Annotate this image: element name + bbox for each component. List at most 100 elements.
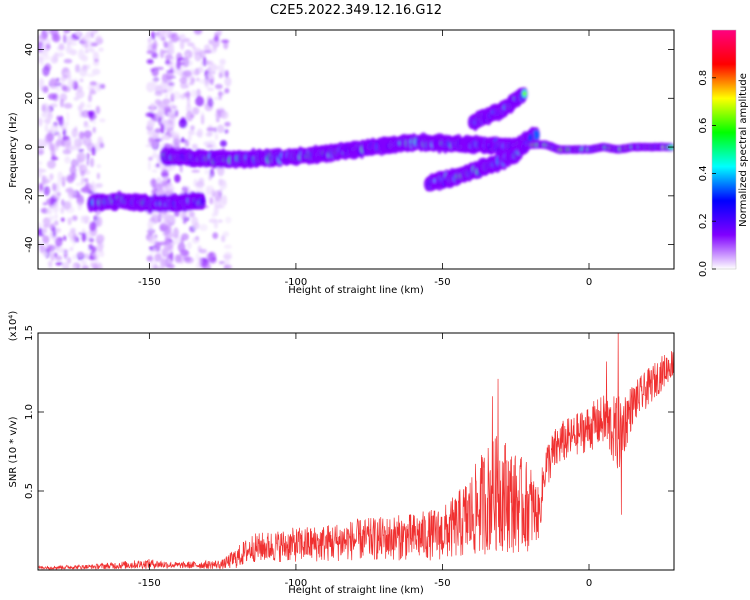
noise-blob <box>166 71 175 80</box>
spectrogram-y-axis: -40 -20 0 20 40 <box>24 43 674 253</box>
noise-blob <box>56 256 62 261</box>
noise-blob <box>96 243 104 253</box>
noise-blob <box>56 77 60 82</box>
noise-blob <box>66 174 75 184</box>
noise-blob <box>147 228 156 235</box>
snr-series-line <box>38 333 674 570</box>
noise-blob <box>39 244 46 254</box>
noise-blob <box>60 98 64 108</box>
noise-blob <box>173 211 180 217</box>
noise-blob <box>174 254 182 264</box>
snr-x-axis: -150 -100 -50 0 <box>138 333 592 589</box>
noise-blob <box>66 257 72 264</box>
noise-blob <box>214 194 223 202</box>
noise-blob <box>188 129 195 136</box>
noise-blob <box>48 142 54 151</box>
noise-blob <box>148 156 153 161</box>
noise-blob <box>212 145 218 150</box>
noise-blob <box>170 56 175 61</box>
snr-y-axis: 0.5 1.0 1.5 <box>24 325 674 499</box>
noise-blob <box>51 33 61 42</box>
noise-blob <box>43 185 51 196</box>
noise-blob <box>75 30 81 37</box>
noise-blob <box>38 167 43 178</box>
noise-blob <box>200 111 205 123</box>
noise-blob <box>147 160 152 171</box>
snr-x-tick-label: -100 <box>285 578 308 589</box>
noise-blob <box>47 245 56 252</box>
noise-blob <box>80 37 87 48</box>
noise-blob <box>149 102 156 114</box>
noise-blob <box>225 216 232 224</box>
noise-blob <box>50 157 59 161</box>
noise-blob <box>86 64 91 70</box>
noise-blob <box>51 54 58 64</box>
noise-blob <box>80 215 86 224</box>
noise-blob <box>214 132 219 141</box>
noise-blob <box>38 78 45 89</box>
noise-blob <box>55 261 63 266</box>
noise-blob <box>92 261 98 269</box>
noise-blob <box>75 64 81 73</box>
noise-blob <box>156 163 160 168</box>
spectrogram-y-tick-label: 0 <box>24 144 35 150</box>
spectrogram-x-tick-label: -50 <box>434 277 450 288</box>
noise-blob <box>167 185 175 192</box>
noise-blob <box>150 68 155 72</box>
noise-blob <box>180 237 185 244</box>
noise-blob <box>166 30 170 36</box>
noise-blob <box>152 247 157 252</box>
noise-blob <box>98 47 104 52</box>
noise-blob <box>165 98 169 109</box>
noise-blob <box>195 95 205 107</box>
noise-blob <box>83 178 89 182</box>
noise-blob <box>60 206 65 214</box>
noise-blob <box>95 35 103 45</box>
noise-blob <box>204 69 209 77</box>
noise-blob <box>63 235 67 241</box>
noise-blob <box>55 221 59 226</box>
noise-blob <box>68 41 78 46</box>
noise-blob <box>207 87 215 92</box>
noise-blob <box>82 136 92 147</box>
noise-blob <box>70 159 79 167</box>
noise-blob <box>83 130 92 138</box>
colorbar-tick-label: 0.8 <box>698 70 709 86</box>
noise-blob <box>100 250 105 258</box>
noise-blob <box>42 251 47 257</box>
noise-blob <box>217 219 223 223</box>
noise-blob <box>62 262 70 269</box>
noise-blob <box>78 232 87 236</box>
noise-blob <box>207 97 214 108</box>
noise-blob <box>72 238 76 247</box>
noise-blob <box>160 123 165 134</box>
snr-panel: -150 -100 -50 0 0.5 1.0 1.5 (x10⁴) Height of … <box>8 311 675 596</box>
noise-blob <box>218 261 225 265</box>
noise-blob <box>42 38 51 46</box>
noise-blob <box>219 58 226 66</box>
noise-blob <box>53 130 60 136</box>
noise-blob <box>183 70 192 78</box>
snr-y-tick-label: 0.5 <box>24 483 35 499</box>
noise-blob <box>166 233 176 238</box>
noise-blob <box>192 236 200 244</box>
noise-blob <box>220 110 229 120</box>
noise-blob <box>95 105 101 115</box>
noise-blob <box>183 37 192 44</box>
noise-blob <box>88 244 94 250</box>
noise-blob <box>47 112 54 120</box>
noise-blob <box>67 79 76 89</box>
noise-blob <box>86 152 90 160</box>
noise-blob <box>186 241 192 250</box>
noise-blob <box>147 120 156 128</box>
noise-blob <box>77 104 83 112</box>
noise-blob <box>56 52 65 58</box>
figure-title: C2E5.2022.349.12.16.G12 <box>270 3 442 18</box>
spectrogram-x-tick-label: 0 <box>586 277 592 288</box>
colorbar-label: Normalized spectral amplitude <box>738 73 749 227</box>
colorbar-ticks: 0.0 0.2 0.4 0.6 0.8 <box>698 70 716 277</box>
noise-blob <box>57 133 62 144</box>
colorbar-frame <box>711 29 737 270</box>
noise-blob <box>145 112 155 118</box>
